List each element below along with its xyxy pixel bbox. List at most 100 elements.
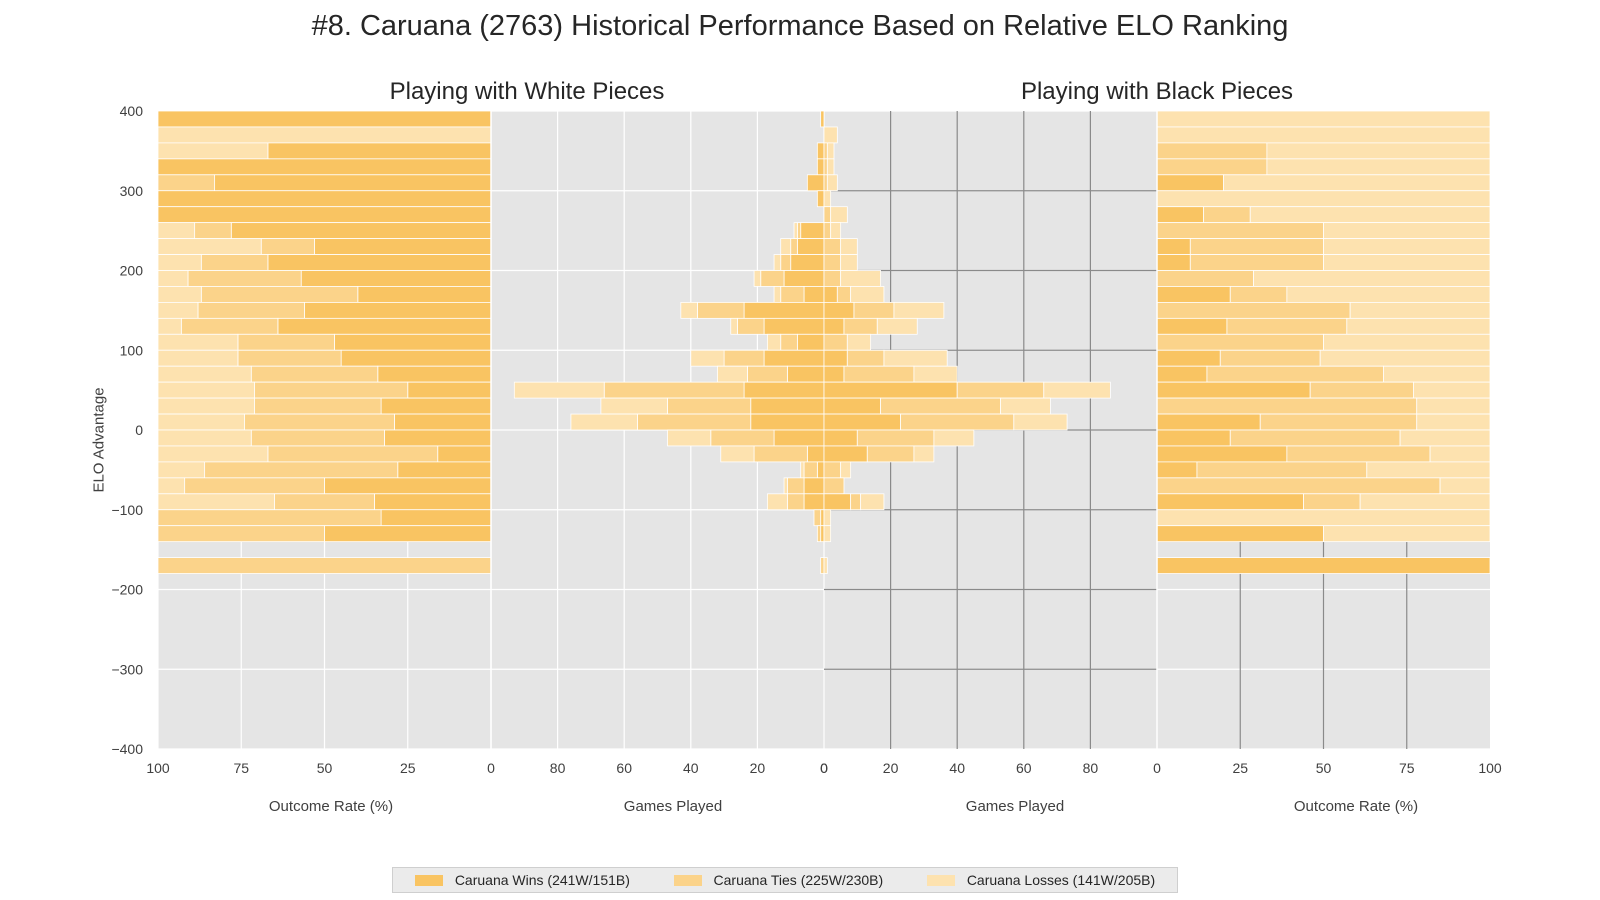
black-rate-bar-ties [1286,445,1431,463]
white-rate-bar-wins [267,142,492,160]
white-count-bar-losses [720,445,755,463]
white-rate-bar-ties [184,477,325,495]
white-count-bar-wins [816,142,825,160]
black-count-bar-losses [823,126,838,144]
white-rate-bar-losses [157,381,255,399]
white-count-bar-losses [773,254,782,271]
black-rate-bar-losses [1156,126,1491,144]
white-rate-bar-wins [314,238,492,255]
white-rate-bar-ties [244,413,395,431]
white-count-bar-wins [816,190,825,208]
white-rate-bar-losses [157,301,199,319]
white-games-tick-label: 0 [820,760,828,776]
white-count-bar-wins [783,270,825,287]
white-count-bar-wins [796,333,825,351]
white-games-tick-label: 20 [750,760,766,776]
white-count-bar-wins [750,397,825,415]
black-rate-bar-losses [1249,206,1491,224]
black-count-bar-wins [823,445,868,463]
white-rate-bar-losses [157,477,186,495]
black-rate-bar-ties [1303,493,1361,511]
black-count-bar-wins [823,429,858,447]
black-count-bar-losses [826,142,835,160]
white-rate-bar-losses [157,126,492,144]
white-rate-bar-losses [157,365,252,383]
white-count-bar-wins [743,301,825,319]
white-count-bar-ties [790,238,798,255]
white-rate-bar-wins [374,493,492,511]
y-tick-label: 0 [135,422,143,438]
y-tick-label: 200 [120,263,144,279]
black-count-bar-losses [893,301,945,319]
white-count-bar-ties [803,461,818,479]
black-rate-bar-wins [1156,525,1324,543]
white-rate-bar-wins [267,254,492,271]
black-count-bar-ties [850,493,862,511]
white-rate-bar-wins [334,333,492,351]
black-rate-bar-ties [1226,317,1348,335]
black-rate-bar-losses [1156,110,1491,128]
black-count-bar-losses [840,238,858,255]
black-count-bar-wins [823,349,848,367]
white-rate-bar-losses [157,445,269,463]
black-games-tick-label: 40 [949,760,965,776]
white-rate-bar-wins [407,381,492,399]
white-count-bar-ties [710,429,775,447]
white-rate-bar-wins [384,429,492,447]
white-rate-bar-ties [267,445,439,463]
black-rate-bar-ties [1156,142,1268,160]
legend-item-ties: Caruana Ties (225W/230B) [673,872,883,888]
white-rate-tick-label: 100 [146,760,170,776]
black-rate-bar-wins [1156,349,1221,367]
white-count-bar-wins [816,158,825,176]
black-count-bar-losses [850,286,885,303]
legend-item-wins: Caruana Wins (241W/151B) [414,872,630,888]
white-rate-bar-ties [250,429,385,447]
black-rate-bars [1156,110,1491,574]
black-rate-bar-wins [1156,493,1304,511]
black-rate-bar-losses [1323,238,1491,255]
white-count-bar-ties [737,317,765,335]
chart-title: #8. Caruana (2763) Historical Performanc… [311,10,1289,42]
y-tick-label: −200 [111,582,143,598]
black-count-bar-ties [846,349,885,367]
white-games-tick-label: 40 [683,760,699,776]
white-rate-bar-wins [340,349,492,367]
black-rate-bar-losses [1319,349,1491,367]
black-rate-bar-wins [1156,286,1231,303]
black-rate-bar-wins [1156,174,1224,192]
white-count-bar-ties [723,349,765,367]
white-panel-title: Playing with White Pieces [389,78,665,105]
black-rate-bar-ties [1206,365,1384,383]
black-rate-bar-wins [1156,206,1205,224]
black-count-bar-losses [1013,413,1068,431]
black-rate-bar-losses [1366,461,1491,479]
white-count-bar-losses [780,238,792,255]
white-rate-bar-wins [304,301,492,319]
black-rate-bar-losses [1383,365,1491,383]
white-count-bar-wins [803,286,825,303]
white-rate-bar-wins [397,461,492,479]
black-rate-bar-losses [1286,286,1491,303]
white-rate-bar-losses [157,333,239,351]
white-count-bar-wins [803,477,825,495]
white-count-bar-wins [806,445,825,463]
black-count-bar-losses [913,445,935,463]
white-count-bar-losses [717,365,748,383]
white-rate-bar-ties [157,525,325,543]
white-count-bar-wins [786,365,825,383]
black-count-bar-ties [823,254,842,271]
black-rate-bar-losses [1266,142,1491,160]
y-tick-label: 100 [120,342,144,358]
white-rate-bar-ties [157,557,492,574]
black-rate-bar-wins [1156,445,1288,463]
white-rate-bar-ties [200,254,269,271]
black-count-bar-losses [860,493,885,511]
black-count-bar-ties [866,445,915,463]
black-rate-tick-label: 25 [1232,760,1248,776]
white-count-bar-wins [820,525,825,543]
white-count-bar-losses [513,381,605,399]
white-count-bar-wins [816,461,825,479]
black-count-bar-ties [956,381,1045,399]
